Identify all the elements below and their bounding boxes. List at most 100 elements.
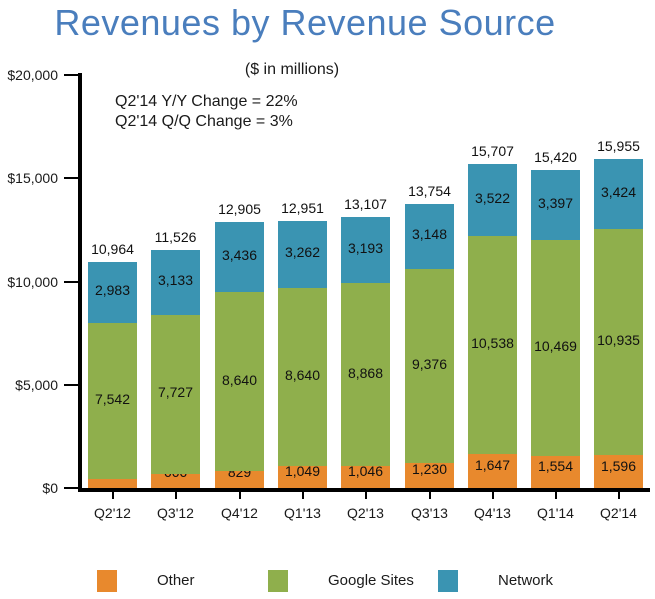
bar-segment-google_sites (405, 268, 454, 463)
bar-value-label: 7,727 (157, 384, 194, 401)
bar-value-label: 1,647 (474, 456, 511, 473)
legend-item-google_sites: Google Sites (268, 566, 468, 594)
legend-item-network: Network (438, 566, 638, 594)
bar-segment-other (405, 462, 454, 488)
bar-value-label: 3,397 (537, 194, 574, 211)
x-axis-label: Q2'12 (94, 505, 131, 521)
x-axis-label: Q2'14 (600, 505, 637, 521)
legend-label: Network (498, 572, 554, 589)
bar-segment-google_sites (468, 236, 517, 454)
annotation-yoy-change: Q2'14 Y/Y Change = 22% (115, 93, 298, 110)
x-axis-tick (238, 492, 241, 499)
bar-segment-other (341, 466, 390, 488)
bar-value-label: 3,424 (600, 183, 637, 200)
bar-segment-other (88, 478, 137, 488)
bar-value-label: 1,046 (347, 463, 384, 480)
bar-value-label: 3,193 (347, 240, 384, 257)
bar-total-label: 12,951 (281, 199, 324, 216)
bar-value-label: 1,049 (284, 463, 321, 480)
x-axis-tick (301, 492, 304, 499)
bar-segment-other (468, 453, 517, 488)
bar-value-label: 10,469 (534, 337, 577, 354)
x-axis-label: Q1'14 (537, 505, 574, 521)
bar-value-label: 1,596 (600, 457, 637, 474)
bar-segment-network (468, 163, 517, 237)
bar-total-label: 15,707 (471, 142, 514, 159)
chart-annotations: Q2'14 Y/Y Change = 22% Q2'14 Q/Q Change … (115, 92, 298, 132)
bar-value-label: 8,640 (284, 367, 321, 384)
bar-total-label: 13,107 (344, 196, 387, 213)
x-axis-tick (364, 492, 367, 499)
bar-value-label: 1,554 (537, 457, 574, 474)
x-axis-tick (111, 492, 114, 499)
x-axis-label: Q2'13 (347, 505, 384, 521)
bar-segment-other (531, 455, 580, 488)
bar-segment-google_sites (341, 283, 390, 467)
bar-segment-google_sites (151, 314, 200, 475)
y-axis-line (78, 73, 82, 492)
bar-segment-network (405, 203, 454, 269)
bar-value-label: 10,538 (471, 335, 514, 352)
bar-value-label: 10,935 (597, 332, 640, 349)
bar-segment-other (151, 474, 200, 488)
y-axis-label: $20,000 (7, 67, 58, 83)
x-axis-label: Q3'13 (411, 505, 448, 521)
x-axis-tick (491, 492, 494, 499)
bar-value-label: 7,542 (94, 391, 131, 408)
legend-item-other: Other (97, 566, 297, 594)
bar-segment-other (278, 466, 327, 488)
bar-segment-network (151, 249, 200, 315)
legend-swatch-other (97, 570, 117, 592)
bar-segment-network (341, 217, 390, 284)
bar-value-label: 8,640 (221, 371, 258, 388)
y-axis-label: $10,000 (7, 273, 58, 290)
y-axis-tick (64, 487, 78, 489)
bar-total-label: 15,420 (534, 148, 577, 165)
y-axis-tick (64, 383, 78, 386)
bar-segment-network (531, 169, 580, 240)
legend-label: Google Sites (328, 572, 414, 589)
bar-segment-network (215, 221, 264, 293)
bar-total-label: 15,955 (597, 137, 640, 154)
y-axis-tick (64, 177, 78, 180)
bar-value-label: 3,133 (157, 272, 194, 289)
bar-value-label: 3,148 (411, 226, 448, 243)
x-axis-label: Q3'12 (157, 505, 194, 521)
legend-swatch-network (438, 570, 458, 592)
bar-value-label: 3,436 (221, 246, 258, 263)
bar-segment-google_sites (88, 323, 137, 479)
bar-total-label: 10,964 (91, 240, 134, 257)
bar-segment-network (88, 261, 137, 324)
annotation-qoq-change: Q2'14 Q/Q Change = 3% (115, 113, 293, 130)
x-axis-tick (428, 492, 431, 499)
chart-subtitle: ($ in millions) (244, 61, 340, 78)
bar-value-label: 2,983 (94, 282, 131, 299)
bar-total-label: 11,526 (154, 228, 197, 245)
bar-segment-other (594, 455, 643, 488)
y-axis-label: $5,000 (15, 376, 58, 393)
bar-total-label: 12,905 (218, 200, 261, 217)
y-axis-tick (64, 74, 78, 76)
bar-segment-google_sites (278, 287, 327, 467)
x-axis-tick (617, 492, 620, 499)
x-axis-label: Q1'13 (284, 505, 321, 521)
y-axis-label: $15,000 (7, 170, 58, 187)
page-title: Revenues by Revenue Source (54, 2, 556, 43)
bar-segment-other (215, 470, 264, 488)
bar-segment-google_sites (531, 239, 580, 456)
bar-segment-network (594, 158, 643, 230)
bar-value-label: 3,522 (474, 190, 511, 206)
x-axis-tick (174, 492, 177, 499)
bar-segment-google_sites (594, 229, 643, 456)
bar-value-label: 3,262 (284, 244, 321, 261)
y-axis-label: $0 (42, 480, 58, 496)
legend-swatch-google_sites (268, 570, 288, 592)
x-axis-label: Q4'12 (221, 505, 258, 521)
bar-segment-network (278, 220, 327, 288)
bar-total-label: 13,754 (408, 182, 451, 199)
bar-value-label: 8,868 (347, 364, 384, 381)
x-axis-tick (554, 492, 557, 499)
bar-value-label: 9,376 (411, 355, 448, 372)
bar-segment-google_sites (215, 292, 264, 471)
